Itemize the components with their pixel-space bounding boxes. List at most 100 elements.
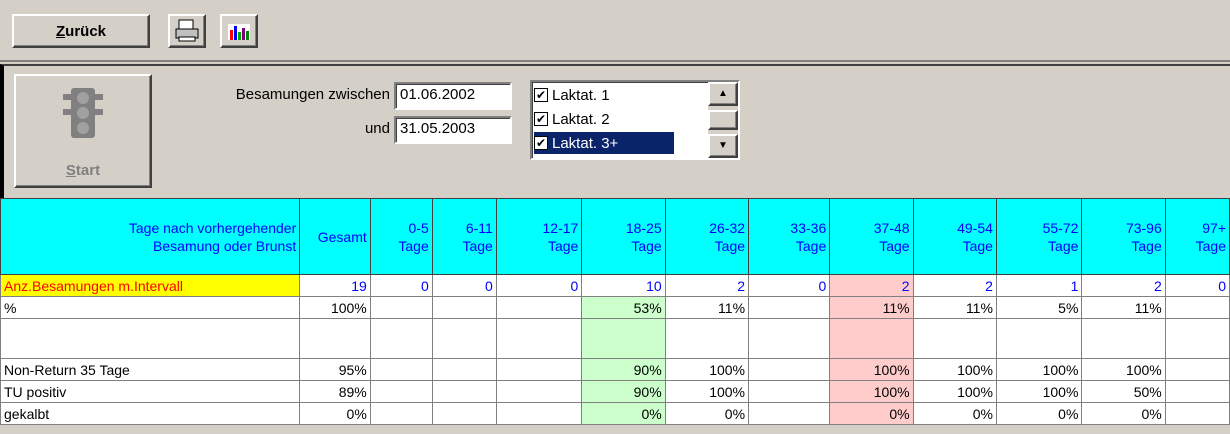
data-cell: 100%: [912, 380, 997, 403]
scroll-up[interactable]: ▲: [708, 82, 738, 106]
column-header-line: Tage: [795, 237, 827, 254]
scroll-thumb[interactable]: [708, 110, 738, 130]
data-cell: 100%: [995, 380, 1083, 403]
data-cell: 0%: [1081, 402, 1166, 425]
data-cell: 89%: [299, 380, 371, 403]
column-header-line: 12-17: [542, 219, 579, 236]
data-cell: 90%: [581, 380, 666, 403]
chart-icon: [228, 24, 250, 40]
column-header-line: 26-32: [709, 219, 746, 236]
data-row: Anz.Besamungen m.Intervall 19 0 0 0 10 2 0 2 2 1 2 0: [0, 274, 1230, 297]
data-cell: 100%: [995, 358, 1083, 381]
column-header-line: 33-36: [790, 219, 827, 236]
row-label: gekalbt: [0, 402, 301, 425]
column-header-line: Tage: [631, 237, 662, 254]
data-row: TU positiv 89% 90% 100% 100% 100% 100% 50%: [0, 380, 1230, 403]
data-cell: 100%: [299, 296, 371, 319]
data-cell: [495, 296, 583, 319]
column-header: 26-32 Tage: [664, 198, 750, 275]
column-header-line: Tage: [714, 237, 746, 254]
data-cell: [495, 380, 583, 403]
data-cell: [1164, 380, 1230, 403]
traffic-light-icon: [63, 88, 103, 138]
data-cell: 0: [748, 274, 831, 297]
data-cell: 0: [495, 274, 583, 297]
data-cell: 2: [829, 274, 914, 297]
to-label: und: [364, 120, 390, 137]
data-cell: [748, 296, 831, 319]
toolbar: Zurück: [0, 0, 1230, 62]
column-header-line: Tage: [547, 237, 579, 254]
data-cell: 0%: [664, 402, 750, 425]
date-from[interactable]: 01.06.2002: [394, 82, 512, 110]
column-header: 37-48 Tage: [829, 198, 914, 275]
scroll-down[interactable]: ▼: [708, 134, 738, 158]
chart-button[interactable]: [220, 14, 258, 48]
column-header: 49-54 Tage: [912, 198, 997, 275]
corner-cell: Tage nach vorhergehender Besamung oder Br…: [0, 198, 301, 275]
column-header-line: Tage: [879, 237, 910, 254]
data-cell: 0%: [912, 402, 997, 425]
data-cell: [369, 296, 433, 319]
column-header-line: 49-54: [957, 219, 993, 236]
data-cell: [748, 358, 831, 381]
data-cell: [369, 380, 433, 403]
column-header-line: 73-96: [1125, 219, 1162, 236]
corner-line: Besamung oder Brunst: [153, 237, 297, 254]
column-header: 12-17 Tage: [495, 198, 583, 275]
lactation-item[interactable]: ✔ Laktat. 2: [534, 108, 704, 130]
data-cell: 1: [995, 274, 1083, 297]
data-cell: 100%: [912, 358, 997, 381]
row-label: [0, 318, 301, 359]
data-cell: 5%: [995, 296, 1083, 319]
row-label: %: [0, 296, 301, 319]
start-button[interactable]: Start: [14, 74, 152, 188]
row-label: TU positiv: [0, 380, 301, 403]
data-row: Non-Return 35 Tage 95% 90% 100% 100% 100% 100%…: [0, 358, 1230, 381]
data-cell: 19: [299, 274, 371, 297]
scrollbar[interactable]: ▲ ▼: [708, 82, 738, 158]
checkbox: ✔: [534, 112, 548, 126]
back-button[interactable]: Zurück: [12, 14, 150, 48]
start-label: Start: [65, 162, 101, 179]
column-header-line: Gesamt: [317, 228, 367, 245]
corner-line: Tage nach vorhergehender: [128, 219, 297, 236]
column-header-line: Tage: [398, 237, 429, 254]
data-cell: [495, 358, 583, 381]
data-row: gekalbt 0% 0% 0% 0% 0% 0% 0%: [0, 402, 1230, 425]
data-cell: [1081, 318, 1166, 359]
print-button[interactable]: [168, 14, 206, 48]
lactation-label: Laktat. 2: [552, 110, 610, 128]
column-header-line: 97+: [1202, 219, 1226, 236]
lactation-item[interactable]: ✔ Laktat. 3+: [534, 132, 674, 154]
data-cell: 0%: [299, 402, 371, 425]
data-cell: [431, 318, 497, 359]
data-cell: [299, 318, 371, 359]
data-cell: 100%: [664, 380, 750, 403]
data-row: % 100% 53% 11% 11% 11% 5% 11%: [0, 296, 1230, 319]
data-cell: 2: [664, 274, 750, 297]
data-cell: 100%: [664, 358, 750, 381]
lactation-list: ▲ ▼ ✔ Laktat. 1 ✔ Laktat. 2 ✔ Laktat. 3+: [530, 80, 740, 160]
column-header-line: Tage: [462, 237, 493, 254]
data-cell: [1164, 318, 1230, 359]
column-header-line: 37-48: [873, 219, 910, 236]
data-cell: 11%: [829, 296, 914, 319]
lactation-item[interactable]: ✔ Laktat. 1: [534, 84, 704, 106]
data-cell: 100%: [829, 358, 914, 381]
column-header: 6-11 Tage: [431, 198, 497, 275]
data-cell: [1164, 296, 1230, 319]
column-header-line: Tage: [1195, 237, 1226, 254]
date-to[interactable]: 31.05.2003: [394, 116, 512, 144]
data-cell: [664, 318, 750, 359]
column-header-line: 55-72: [1042, 219, 1079, 236]
column-header-line: Tage: [1131, 237, 1162, 254]
filter-panel: Start Besamungen zwischen 01.06.2002 und…: [0, 64, 1230, 198]
data-cell: 2: [912, 274, 997, 297]
data-cell: [431, 358, 497, 381]
data-cell: 0%: [581, 402, 666, 425]
data-cell: [581, 318, 666, 359]
checkbox: ✔: [534, 136, 548, 150]
column-header: 0-5 Tage: [369, 198, 433, 275]
data-cell: 50%: [1081, 380, 1166, 403]
